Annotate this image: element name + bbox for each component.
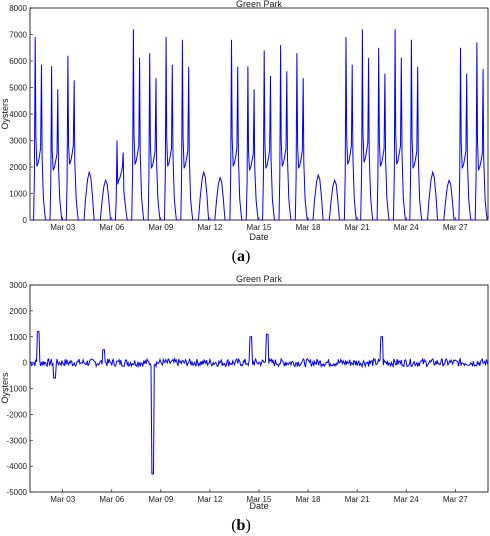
x-tick-label: Mar 12 <box>197 495 222 504</box>
y-tick-label: -2000 <box>7 410 28 419</box>
x-tick-label: Mar 06 <box>99 223 124 232</box>
series-line <box>29 331 489 475</box>
x-tick-label: Mar 21 <box>345 223 370 232</box>
x-tick-label: Mar 24 <box>394 495 419 504</box>
x-tick-label: Mar 12 <box>197 223 222 232</box>
x-tick-label: Mar 06 <box>99 495 124 504</box>
y-tick-label: 5000 <box>9 84 27 93</box>
x-tick-label: Mar 03 <box>50 495 75 504</box>
chart-title: Green Park <box>236 0 283 9</box>
x-tick-label: Mar 03 <box>50 223 75 232</box>
caption-a: (a) <box>232 248 251 265</box>
y-tick-label: 3000 <box>9 281 27 290</box>
y-tick-label: 2000 <box>9 163 27 172</box>
series-line <box>30 29 488 221</box>
x-tick-label: Mar 18 <box>296 495 321 504</box>
x-tick-label: Mar 15 <box>247 223 272 232</box>
y-tick-label: 7000 <box>9 31 27 40</box>
x-tick-label: Mar 27 <box>443 495 468 504</box>
x-axis-label: Date <box>249 501 268 511</box>
y-tick-label: 0 <box>23 359 28 368</box>
y-tick-label: 8000 <box>9 4 27 13</box>
chart-b: Green Park Date Oysters -5000-4000-3000-… <box>0 274 489 511</box>
y-axis-label: Oysters <box>0 98 10 130</box>
y-tick-label: 2000 <box>9 307 27 316</box>
x-tick-label: Mar 27 <box>443 223 468 232</box>
x-axis-label: Date <box>249 232 268 242</box>
chart-title: Green Park <box>236 274 283 284</box>
x-tick-label: Mar 09 <box>148 223 173 232</box>
y-tick-label: -1000 <box>7 385 28 394</box>
x-ticks: Mar 03 Mar 06 Mar 09 Mar 12 Mar 15 Mar 18 Mar … <box>50 489 468 504</box>
y-tick-label: 1000 <box>9 333 27 342</box>
y-tick-label: -3000 <box>7 436 28 445</box>
plot-frame <box>29 284 489 493</box>
x-ticks: Mar 03 Mar 06 Mar 09 Mar 12 Mar 15 Mar 18 Mar … <box>50 217 468 232</box>
y-tick-label: 4000 <box>9 110 27 119</box>
y-ticks: 0 1000 2000 3000 4000 5000 6000 7000 8000 <box>9 4 33 225</box>
y-tick-label: -4000 <box>7 462 28 471</box>
y-tick-label: 6000 <box>9 57 27 66</box>
y-tick-label: 3000 <box>9 137 27 146</box>
y-tick-label: 1000 <box>9 190 27 199</box>
y-tick-label: -5000 <box>7 488 28 497</box>
y-axis-label: Oysters <box>0 372 10 404</box>
y-tick-label: 0 <box>23 216 28 225</box>
caption-b: (b) <box>231 517 251 534</box>
x-tick-label: Mar 24 <box>394 223 419 232</box>
x-tick-label: Mar 15 <box>247 495 272 504</box>
y-ticks: -5000 -4000 -3000 -2000 -1000 0 1000 2000 3000 <box>7 281 33 497</box>
x-tick-label: Mar 18 <box>296 223 321 232</box>
x-tick-label: Mar 21 <box>345 495 370 504</box>
x-tick-label: Mar 09 <box>148 495 173 504</box>
chart-a: Green Park Date Oysters 0 1000 2000 3000 400… <box>0 0 489 242</box>
